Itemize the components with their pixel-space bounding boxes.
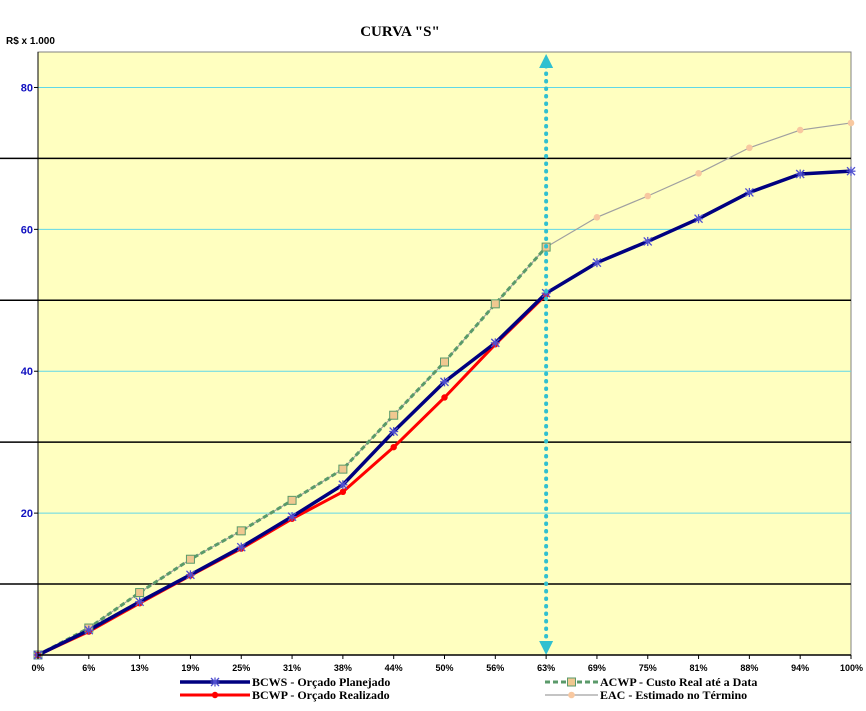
legend-marker-3 (568, 691, 575, 699)
chart-title: CURVA "S" (360, 24, 440, 40)
series-0-point (440, 377, 449, 387)
legend-marker-1 (211, 691, 219, 699)
series-2-point (338, 464, 348, 474)
series-0-point (795, 169, 805, 179)
series-0-point (846, 166, 856, 176)
y-tick-label: 20 (21, 508, 33, 520)
series-1-point (441, 394, 448, 401)
x-tick-label: 6% (82, 663, 95, 673)
series-0-point (592, 258, 602, 268)
x-tick-label: 56% (486, 663, 504, 673)
legend-label-0: BCWS - Orçado Planejado (252, 675, 390, 689)
series-0-point (287, 512, 297, 522)
series-2-point (135, 588, 145, 598)
series-0-point (338, 480, 348, 490)
x-tick-label: 19% (181, 663, 199, 673)
x-tick-label: 100% (840, 663, 863, 673)
series-0-point (236, 542, 246, 552)
x-tick-label: 88% (740, 663, 758, 673)
series-0-point (643, 236, 653, 246)
legend-label-3: EAC - Estimado no Término (600, 688, 747, 702)
series-0-point (185, 570, 195, 580)
series-1-point (339, 488, 347, 496)
series-0-point (135, 597, 145, 607)
legend-marker-0 (210, 677, 220, 687)
x-tick-label: 69% (588, 663, 606, 673)
series-0-point (744, 187, 754, 197)
series-3-point (644, 192, 652, 200)
axes: 20 40 60 80 0% 6% 13% 19% 25% 31% 38% 44% 50% 56% 63% 6… (21, 52, 863, 673)
legend-marker-2 (567, 677, 576, 687)
series-2-point (440, 357, 449, 367)
series-0-point (389, 427, 399, 437)
y-tick-label: 40 (21, 366, 33, 378)
x-tick-label: 63% (537, 663, 555, 673)
x-tick-label: 25% (232, 663, 250, 673)
series-2-point (185, 554, 195, 564)
x-tick-label: 38% (334, 663, 352, 673)
series-2-point (287, 495, 297, 505)
gridlines (0, 86, 851, 585)
series-3-point (847, 119, 855, 127)
series-2-point (236, 526, 246, 536)
status-arrow-up (539, 54, 554, 68)
series-0-point (694, 214, 704, 224)
x-tick-label: 81% (690, 663, 708, 673)
series-3-point (593, 213, 601, 221)
series-0-point (84, 625, 94, 635)
x-tick-label: 75% (639, 663, 657, 673)
series-1-point (390, 443, 397, 451)
x-tick-label: 0% (31, 663, 44, 673)
series-3-point (695, 170, 702, 177)
y-tick-label: 80 (21, 82, 33, 94)
series-3-point (746, 144, 753, 152)
series-3-point (796, 126, 804, 134)
x-tick-label: 44% (385, 663, 403, 673)
x-tick-label: 13% (131, 663, 149, 673)
plot-area (37, 51, 852, 656)
x-tick-label: 94% (791, 663, 809, 673)
legend-label-2: ACWP - Custo Real até a Data (600, 675, 757, 689)
series-0-point (490, 338, 500, 348)
x-tick-label: 31% (283, 663, 301, 673)
y-unit-label: R$ x 1.000 (6, 36, 55, 47)
legend-label-1: BCWP - Orçado Realizado (252, 688, 390, 702)
y-tick-label: 60 (21, 224, 33, 236)
status-arrow-down (539, 641, 554, 655)
series-2-point (389, 410, 399, 420)
x-tick-label: 50% (435, 663, 453, 673)
series-2-point (490, 299, 500, 309)
status-date-line (539, 54, 554, 655)
